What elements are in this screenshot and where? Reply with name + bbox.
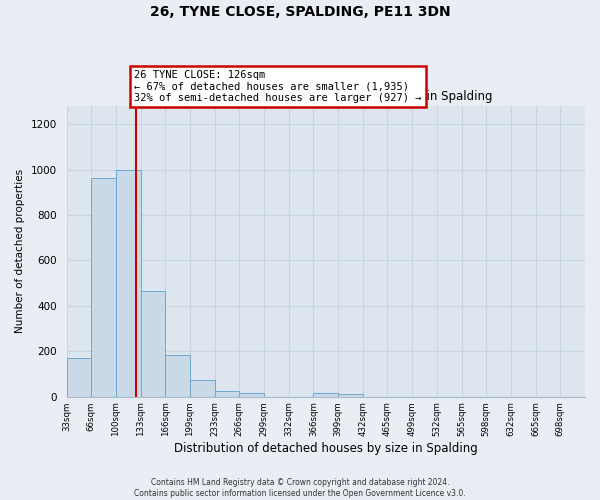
Y-axis label: Number of detached properties: Number of detached properties: [15, 170, 25, 334]
Text: 26 TYNE CLOSE: 126sqm
← 67% of detached houses are smaller (1,935)
32% of semi-d: 26 TYNE CLOSE: 126sqm ← 67% of detached …: [134, 70, 421, 103]
Bar: [190, 380, 215, 396]
Bar: [313, 394, 338, 396]
Text: 26, TYNE CLOSE, SPALDING, PE11 3DN: 26, TYNE CLOSE, SPALDING, PE11 3DN: [149, 5, 451, 19]
Text: Contains HM Land Registry data © Crown copyright and database right 2024.
Contai: Contains HM Land Registry data © Crown c…: [134, 478, 466, 498]
Bar: [116, 170, 140, 396]
Bar: [338, 394, 363, 396]
Title: Size of property relative to detached houses in Spalding: Size of property relative to detached ho…: [160, 90, 492, 104]
X-axis label: Distribution of detached houses by size in Spalding: Distribution of detached houses by size …: [174, 442, 478, 455]
Bar: [140, 291, 165, 397]
Bar: [67, 358, 91, 397]
Bar: [91, 178, 116, 396]
Bar: [239, 394, 264, 396]
Bar: [215, 391, 239, 396]
Bar: [165, 354, 190, 397]
